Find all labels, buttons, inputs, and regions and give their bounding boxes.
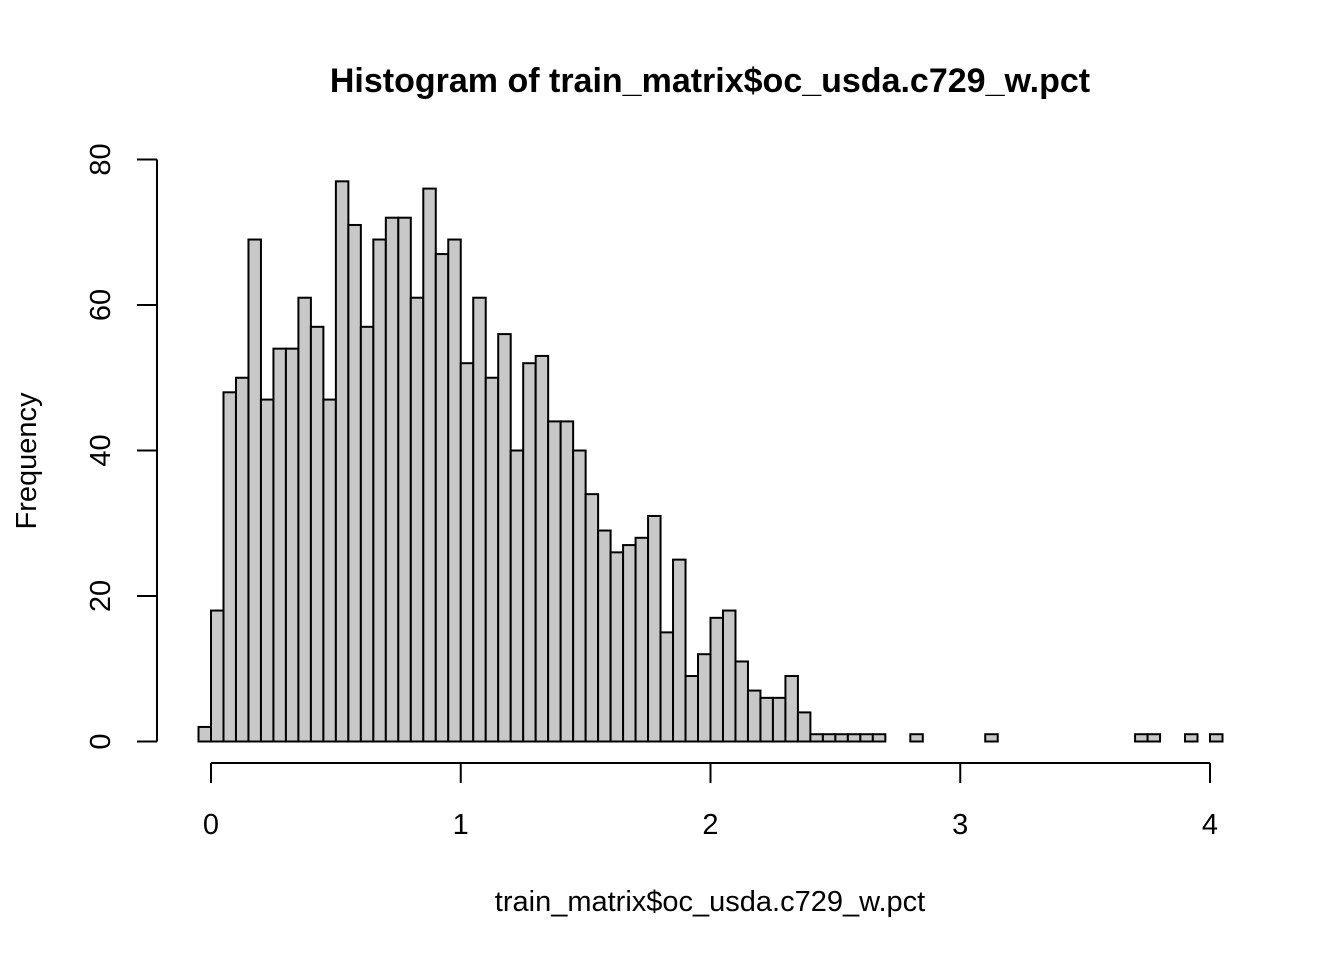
histogram-bar — [871, 733, 887, 743]
histogram-bar — [422, 187, 437, 743]
histogram-bar — [384, 216, 400, 743]
histogram-bar — [559, 420, 575, 743]
histogram-bar — [1184, 733, 1199, 743]
histogram-bar — [622, 544, 637, 743]
histogram-bar — [284, 347, 300, 743]
histogram-bar — [347, 223, 362, 743]
histogram-bar — [372, 238, 387, 743]
histogram-bar — [647, 514, 662, 743]
histogram-bar — [1146, 733, 1162, 743]
histogram-bar — [1134, 733, 1149, 743]
histogram-bar — [984, 733, 999, 743]
histogram-bar — [509, 449, 525, 743]
histogram-bar — [909, 733, 924, 743]
y-tick-label: 80 — [85, 143, 117, 175]
histogram-bar — [584, 493, 600, 743]
histogram-bar — [859, 733, 874, 743]
y-tick-label: 0 — [85, 733, 117, 749]
histogram-bar — [784, 675, 799, 743]
histogram-bar — [334, 180, 350, 743]
histogram-bar — [734, 660, 749, 743]
histogram-bar — [721, 609, 737, 743]
histogram-bar — [659, 631, 675, 743]
x-axis-label: train_matrix$oc_usda.c729_w.pct — [495, 886, 925, 918]
histogram-bar — [522, 362, 537, 743]
x-tick-label: 1 — [453, 809, 469, 841]
histogram-bar — [234, 376, 250, 743]
histogram-bar — [572, 449, 587, 743]
bars-group — [197, 180, 1224, 743]
histogram-bar — [434, 253, 450, 743]
histogram-bar — [210, 609, 225, 743]
histogram-bar — [497, 333, 512, 743]
y-tick-label: 40 — [85, 434, 117, 466]
histogram-bar — [597, 529, 612, 743]
x-tick-label: 0 — [203, 809, 219, 841]
histogram-bar — [709, 616, 724, 743]
y-tick-label: 60 — [85, 289, 117, 321]
histogram-bar — [547, 420, 562, 743]
histogram-bar — [1209, 733, 1224, 743]
histogram-bar — [272, 347, 287, 743]
y-tick-label: 20 — [85, 580, 117, 612]
x-tick-label: 4 — [1202, 809, 1218, 841]
histogram-bar — [322, 398, 337, 743]
x-axis: 0 1 2 3 4 — [203, 762, 1218, 841]
y-axis: 0 20 40 60 80 — [85, 143, 158, 750]
histogram-bar — [247, 238, 262, 743]
histogram-bar — [684, 675, 700, 743]
histogram-bar — [771, 696, 787, 743]
histogram-bar — [834, 733, 849, 743]
histogram-bar — [672, 558, 687, 743]
histogram-bar — [746, 689, 762, 743]
histogram-bar — [809, 733, 824, 743]
chart-title: Histogram of train_matrix$oc_usda.c729_w… — [330, 62, 1090, 100]
histogram-bar — [796, 711, 812, 743]
histogram-bar — [634, 536, 650, 743]
histogram-bar — [297, 296, 312, 743]
histogram-bar — [459, 362, 475, 743]
x-tick-label: 2 — [702, 809, 718, 841]
x-tick-label: 3 — [952, 809, 968, 841]
histogram-bar — [472, 296, 487, 743]
histogram-bar — [309, 325, 325, 743]
histogram-bar — [697, 653, 712, 743]
histogram-bar — [609, 551, 625, 743]
histogram-bar — [534, 354, 550, 743]
histogram-bar — [846, 733, 862, 743]
y-axis-label: Frequency — [11, 392, 43, 530]
histogram-bar — [484, 376, 500, 743]
histogram-bar — [259, 398, 275, 743]
histogram-bar — [409, 296, 425, 743]
histogram-bar — [222, 391, 237, 743]
histogram-bar — [821, 733, 837, 743]
histogram-bar — [447, 238, 462, 743]
histogram-bar — [759, 696, 774, 743]
histogram-bar — [197, 725, 212, 743]
histogram-bar — [359, 325, 375, 743]
histogram-bar — [397, 216, 412, 743]
